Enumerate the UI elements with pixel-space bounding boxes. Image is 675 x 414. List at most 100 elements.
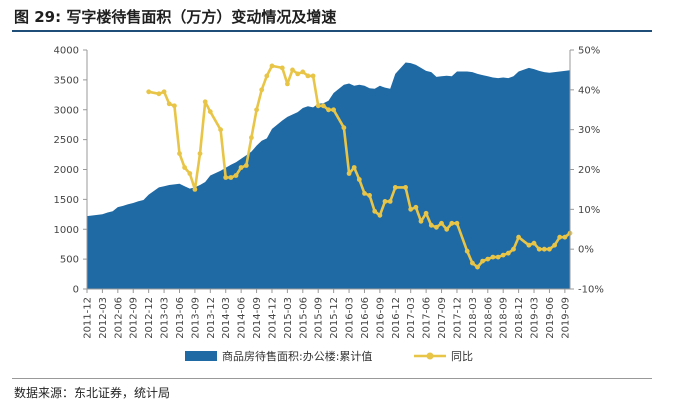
yoy-point: [192, 187, 198, 192]
figure-number: 图 29:: [14, 8, 62, 26]
yoy-point: [228, 175, 234, 180]
yoy-point: [264, 73, 270, 79]
yoy-point: [269, 63, 275, 69]
figure-title: 图 29: 写字楼待售面积（万方）变动情况及增速: [14, 6, 336, 27]
x-tick-label: 2017-06: [422, 297, 433, 339]
x-tick-label: 2016-12: [391, 297, 402, 339]
yoy-point: [346, 171, 352, 176]
x-tick-label: 2013-09: [190, 297, 201, 339]
yoy-point: [326, 107, 331, 113]
x-tick-label: 2013-12: [206, 297, 217, 339]
left-tick-label: 4000: [54, 46, 79, 57]
x-tick-label: 2012-03: [98, 297, 109, 339]
left-tick-label: 0: [73, 285, 79, 296]
yoy-point: [475, 264, 480, 270]
x-tick-label: 2018-09: [499, 297, 510, 339]
x-tick-label: 2014-06: [237, 297, 248, 339]
yoy-point: [331, 107, 336, 113]
area-series: [87, 62, 570, 289]
x-tick-label: 2011-12: [83, 297, 94, 339]
yoy-point: [182, 165, 188, 170]
yoy-point: [218, 127, 224, 133]
yoy-point: [279, 65, 285, 71]
right-tick-label: 10%: [578, 205, 600, 216]
legend: 商品房待售面积:办公楼:累计值 同比: [185, 349, 473, 363]
yoy-point: [305, 73, 311, 79]
yoy-point: [418, 218, 424, 224]
x-tick-label: 2017-12: [452, 297, 463, 339]
yoy-point: [161, 89, 167, 95]
legend-area-label: 商品房待售面积:办公楼:累计值: [222, 349, 372, 363]
x-tick-label: 2018-03: [468, 297, 479, 339]
right-axis-ticks: -10% 0% 10% 20% 30% 40% 50%: [570, 46, 604, 296]
yoy-point: [531, 240, 537, 246]
x-tick-label: 2012-06: [113, 297, 124, 339]
source-note: 数据来源：东北证券，统计局: [14, 386, 171, 400]
left-tick-label: 3500: [54, 75, 79, 86]
yoy-point: [300, 69, 306, 75]
yoy-point: [485, 256, 491, 262]
title-divider: [12, 30, 652, 32]
x-tick-label: 2015-09: [314, 297, 325, 339]
figure-title-text: 写字楼待售面积（万方）变动情况及增速: [66, 8, 337, 26]
yoy-point: [547, 246, 552, 252]
x-tick-label: 2013-06: [175, 297, 186, 339]
yoy-point: [516, 234, 521, 240]
yoy-point: [541, 246, 547, 252]
x-tick-label: 2014-09: [252, 297, 263, 339]
left-tick-label: 1500: [54, 195, 79, 206]
right-tick-label: 20%: [578, 165, 600, 176]
x-tick-label: 2018-06: [483, 297, 494, 339]
yoy-point: [197, 151, 203, 157]
yoy-point: [166, 101, 172, 107]
left-tick-label: 500: [60, 255, 79, 266]
yoy-point: [444, 226, 450, 232]
right-tick-label: 30%: [578, 125, 600, 136]
yoy-point: [562, 234, 568, 240]
yoy-point: [470, 260, 475, 266]
yoy-point: [156, 91, 162, 97]
yoy-point: [526, 242, 532, 248]
yoy-point: [146, 89, 152, 95]
yoy-point: [392, 185, 398, 190]
left-tick-label: 2000: [54, 165, 79, 176]
yoy-point: [243, 163, 249, 168]
x-tick-label: 2017-03: [406, 297, 417, 339]
yoy-point: [295, 71, 301, 77]
right-tick-label: 50%: [578, 46, 600, 57]
yoy-point: [202, 99, 208, 105]
left-axis-ticks: 0 500 1000 1500 2000 2500 3000 3500 4000: [54, 46, 87, 296]
yoy-point: [439, 220, 444, 226]
yoy-point: [321, 103, 326, 109]
yoy-point: [254, 107, 259, 113]
yoy-point: [233, 173, 239, 178]
yoy-point: [341, 125, 347, 131]
x-axis-ticks: 2011-12 2012-03 2012-06 2012-09 2012-12 2013-…: [83, 289, 571, 339]
right-tick-label: 0%: [578, 245, 594, 256]
yoy-point: [362, 191, 367, 196]
legend-line-label: 同比: [451, 350, 473, 363]
yoy-point: [367, 193, 372, 198]
x-tick-label: 2014-12: [267, 297, 278, 339]
x-tick-label: 2014-03: [221, 297, 232, 339]
yoy-point: [382, 199, 388, 204]
yoy-point: [249, 135, 254, 141]
left-tick-label: 2500: [54, 135, 79, 146]
yoy-point: [552, 242, 557, 248]
x-tick-label: 2018-12: [514, 297, 525, 339]
x-tick-label: 2019-09: [560, 297, 571, 339]
yoy-point: [454, 220, 460, 226]
yoy-point: [377, 212, 383, 218]
yoy-point: [315, 103, 321, 109]
yoy-point: [259, 87, 265, 93]
yoy-point: [505, 250, 511, 256]
x-tick-label: 2015-03: [283, 297, 294, 339]
yoy-point: [403, 185, 408, 190]
yoy-point: [290, 67, 295, 73]
source-divider: [12, 378, 652, 379]
yoy-point: [495, 254, 501, 260]
yoy-point: [172, 103, 177, 109]
yoy-point: [285, 81, 290, 87]
yoy-point: [557, 234, 563, 240]
